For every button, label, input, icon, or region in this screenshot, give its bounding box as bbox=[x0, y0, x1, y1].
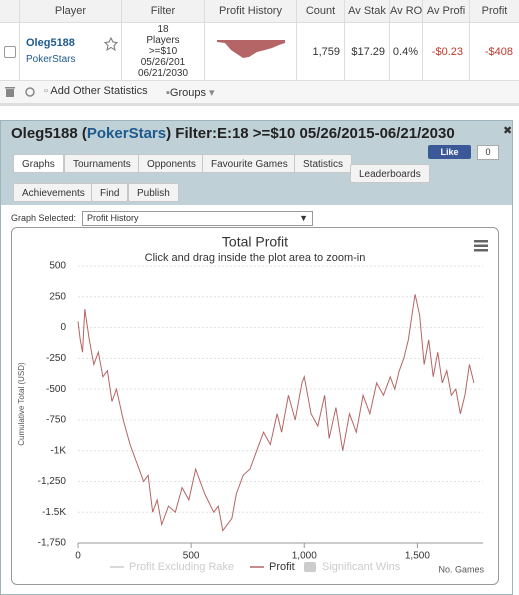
graph-select[interactable]: Profit History ▼ bbox=[82, 211, 313, 226]
checkbox-cell bbox=[0, 22, 20, 80]
panel-filter: Filter:E:18 >=$10 05/26/2015-06/21/2030 bbox=[175, 125, 455, 142]
tab[interactable]: Statistics bbox=[294, 154, 353, 173]
graph-select-label: Graph Selected: bbox=[11, 213, 77, 223]
header[interactable]: Count bbox=[297, 0, 345, 22]
header[interactable]: Profit bbox=[481, 5, 508, 17]
profit-line bbox=[77, 294, 475, 532]
stake-cell: $17.29 bbox=[345, 22, 390, 80]
x-tick-label: 0 bbox=[75, 551, 81, 562]
chart: Total Profit Click and drag inside the p… bbox=[17, 234, 488, 574]
site-link[interactable]: PokerStars bbox=[26, 54, 76, 65]
filter-line: Players bbox=[146, 35, 180, 46]
y-tick-label: 250 bbox=[49, 291, 66, 302]
chart-subtitle: Click and drag inside the plot area to z… bbox=[145, 252, 366, 264]
y-tick-label: -1.5K bbox=[42, 507, 66, 518]
like-count: 0 bbox=[477, 145, 499, 160]
toolbar bbox=[0, 81, 519, 106]
x-tick-label: 1,500 bbox=[405, 551, 430, 562]
legend-swatch bbox=[304, 562, 316, 572]
panel-title: Oleg5188 (PokerStars) Filter:E:18 >=$10 … bbox=[11, 125, 455, 142]
av-profit: -$0.23 bbox=[431, 46, 463, 58]
tab[interactable]: Achievements bbox=[13, 183, 94, 202]
count-cell: 1,759 bbox=[297, 22, 345, 80]
close-button[interactable]: ✖ bbox=[503, 125, 513, 137]
legend-label: Significant Wins bbox=[322, 561, 401, 573]
add-stats-label: Add Other Statistics bbox=[50, 85, 148, 97]
panel-site[interactable]: PokerStars bbox=[86, 125, 167, 142]
tab[interactable]: Opponents bbox=[138, 154, 205, 173]
header[interactable]: Player bbox=[20, 0, 122, 22]
refresh-icon[interactable] bbox=[24, 86, 36, 98]
filter-cell: 18 Players >=$10 05/26/201 06/21/2030 bbox=[122, 22, 205, 80]
y-tick-label: 500 bbox=[49, 261, 66, 272]
y-tick-label: -1K bbox=[50, 445, 66, 456]
avprofit-cell: -$0.23 bbox=[423, 22, 470, 80]
tab[interactable]: Graphs bbox=[13, 154, 64, 173]
like-label: Like bbox=[440, 147, 459, 157]
tab[interactable]: Leaderboards bbox=[350, 164, 430, 183]
profit: -$408 bbox=[484, 46, 513, 58]
legend-label: Profit bbox=[269, 561, 295, 573]
graph-select-value: Profit History bbox=[87, 213, 139, 223]
tab[interactable]: Favourite Games bbox=[202, 154, 297, 173]
tab[interactable]: Publish bbox=[128, 183, 179, 202]
x-tick-label: 500 bbox=[183, 551, 200, 562]
header[interactable]: Av ROI bbox=[390, 0, 423, 22]
header[interactable]: Av Profi bbox=[423, 0, 470, 22]
chart-title: Total Profit bbox=[222, 234, 288, 250]
row-border bbox=[0, 80, 519, 81]
count: 1,759 bbox=[312, 46, 340, 58]
y-tick-label: -250 bbox=[46, 353, 66, 364]
av-roi: 0.4% bbox=[392, 46, 418, 58]
player-cell: Oleg5188 PokerStars bbox=[20, 22, 122, 80]
chart-frame bbox=[11, 227, 499, 585]
sparkline-cell bbox=[205, 22, 297, 80]
legend-label: Profit Excluding Rake bbox=[129, 561, 234, 573]
header[interactable]: Filter bbox=[122, 0, 205, 22]
y-tick-label: -1,250 bbox=[38, 476, 67, 487]
x-axis-label: No. Games bbox=[438, 564, 484, 574]
roi-cell: 0.4% bbox=[390, 22, 423, 80]
y-tick-label: 0 bbox=[60, 322, 66, 333]
trash-icon[interactable] bbox=[4, 86, 16, 98]
player-link[interactable]: Oleg5188 bbox=[26, 37, 75, 49]
sparkline bbox=[217, 40, 285, 58]
filter-line: >=$10 bbox=[148, 46, 178, 57]
y-tick-label: -500 bbox=[46, 384, 66, 395]
av-stake: $17.29 bbox=[351, 46, 385, 58]
menu-button[interactable] bbox=[474, 240, 488, 252]
panel-player: Oleg5188 bbox=[11, 125, 78, 142]
header-blank bbox=[0, 0, 20, 22]
y-tick-label: -750 bbox=[46, 415, 66, 426]
header[interactable]: Av Stak bbox=[345, 0, 390, 22]
filter-line: 18 bbox=[157, 24, 169, 35]
filter-line: 06/21/2030 bbox=[137, 68, 189, 79]
groups-button[interactable]: ▪Groups ▾ bbox=[166, 87, 215, 99]
like-button[interactable]: Like bbox=[428, 145, 471, 159]
tab[interactable]: Tournaments bbox=[64, 154, 140, 173]
y-axis-label: Cumulative Total (USD) bbox=[17, 362, 26, 446]
filter-line: 05/26/201 bbox=[140, 57, 186, 68]
checkbox[interactable] bbox=[4, 46, 16, 58]
header[interactable]: Profit History bbox=[205, 0, 297, 22]
x-tick-label: 1,000 bbox=[292, 551, 317, 562]
tab[interactable]: Find bbox=[91, 183, 129, 202]
groups-label: Groups bbox=[169, 87, 206, 99]
profit-cell: -$408 bbox=[470, 22, 519, 80]
y-tick-label: -1,750 bbox=[38, 538, 67, 549]
favourite-star[interactable] bbox=[104, 37, 118, 51]
add-stats-button[interactable]: ▫ Add Other Statistics bbox=[44, 85, 148, 97]
